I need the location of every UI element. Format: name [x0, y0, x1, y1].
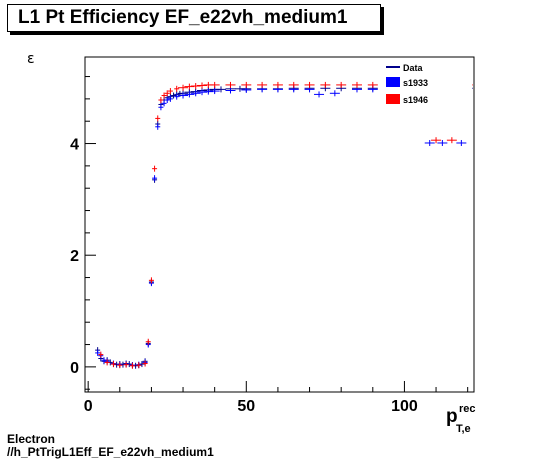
data-point	[367, 81, 378, 88]
data-point	[329, 90, 340, 97]
data-point	[257, 81, 268, 88]
data-point	[178, 84, 189, 91]
data-point	[304, 81, 315, 88]
data-point	[241, 86, 252, 93]
data-point	[104, 359, 110, 366]
data-point	[241, 81, 252, 88]
data-point	[95, 349, 101, 356]
x-axis-label: p rec T,e	[446, 403, 476, 435]
data-point	[446, 137, 457, 144]
data-point	[110, 361, 116, 368]
data-point	[142, 360, 148, 367]
data-series	[95, 81, 473, 369]
data-point	[158, 104, 164, 111]
data-point	[129, 362, 135, 369]
data-point	[336, 81, 347, 88]
data-point	[314, 91, 325, 98]
data-point	[190, 83, 201, 90]
data-point	[184, 91, 195, 98]
data-point	[288, 81, 299, 88]
data-point	[456, 139, 467, 146]
data-point	[161, 92, 167, 99]
data-point	[197, 89, 208, 96]
data-point	[167, 88, 173, 95]
data-point	[164, 96, 170, 103]
data-point	[320, 81, 331, 88]
data-point	[203, 88, 214, 95]
data-point	[148, 277, 154, 284]
y-axis-label: ε	[27, 51, 35, 67]
x-axis-label-sub: T,e	[456, 423, 471, 435]
data-point	[155, 123, 161, 130]
y-tick-label: 0	[70, 360, 79, 377]
data-point	[184, 83, 195, 90]
footer-line-2: //h_PtTrigL1Eff_EF_e22vh_medium1	[7, 445, 214, 459]
data-point	[145, 338, 151, 345]
legend-label-data: Data	[403, 63, 424, 73]
data-point	[164, 90, 170, 97]
data-point	[197, 82, 208, 89]
x-tick-label: 50	[237, 398, 255, 415]
data-point	[209, 88, 220, 95]
data-point	[161, 100, 167, 107]
data-point	[431, 137, 442, 144]
data-point	[209, 81, 220, 88]
data-point	[152, 175, 158, 182]
data-point	[152, 165, 158, 172]
legend-label-s1946: s1946	[403, 95, 428, 105]
data-point	[437, 139, 448, 146]
plot-frame	[84, 56, 475, 393]
y-tick-label: 4	[70, 137, 79, 154]
data-point	[139, 361, 145, 368]
data-point	[167, 95, 173, 102]
data-point	[225, 87, 236, 94]
data-point	[272, 81, 283, 88]
data-point	[136, 362, 142, 369]
y-axis: 0 2 4	[70, 76, 96, 390]
x-axis-label-sup: rec	[459, 403, 476, 415]
data-point	[123, 361, 129, 368]
x-axis-label-main: p	[446, 406, 458, 427]
legend: Data s1933 s1946	[383, 59, 472, 115]
data-point	[98, 351, 104, 358]
series-data	[95, 85, 473, 369]
legend-swatch-s1946	[386, 94, 400, 104]
legend-label-s1933: s1933	[403, 78, 428, 88]
data-point	[225, 81, 236, 88]
data-point	[215, 86, 226, 93]
data-point	[174, 93, 180, 100]
series-s1946	[98, 81, 473, 369]
data-point	[351, 81, 362, 88]
x-tick-label: 0	[84, 398, 93, 415]
legend-swatch-s1933	[386, 77, 400, 87]
data-point	[190, 90, 201, 97]
data-point	[424, 139, 435, 146]
x-tick-label: 100	[391, 398, 418, 415]
y-tick-label: 2	[70, 248, 79, 265]
footer-line-1: Electron	[7, 432, 56, 446]
data-point	[174, 85, 180, 92]
data-point	[158, 96, 164, 103]
data-point	[101, 357, 107, 364]
data-point	[171, 92, 177, 99]
data-point	[117, 362, 123, 369]
series-s1933	[95, 86, 467, 369]
chart-title: L1 Pt Efficiency EF_e22vh_medium1	[7, 4, 381, 32]
x-axis: 0 50 100	[84, 381, 469, 415]
data-point	[178, 92, 189, 99]
data-point	[155, 115, 161, 122]
